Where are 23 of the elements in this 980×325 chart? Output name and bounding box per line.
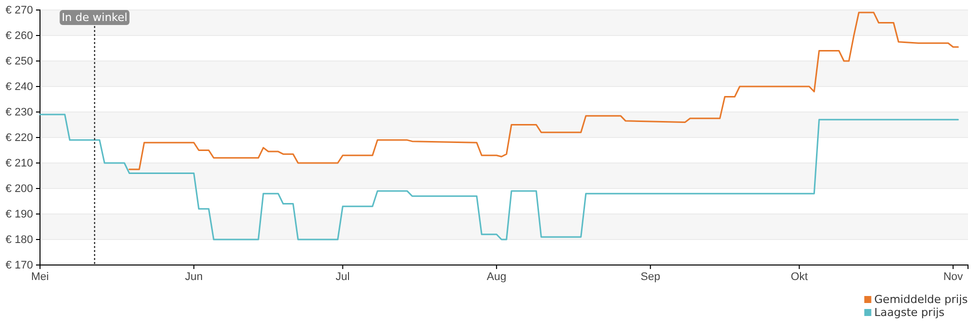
x-tick-label: Nov bbox=[943, 270, 964, 283]
y-tick-label: € 240 bbox=[5, 81, 33, 94]
x-tick-label: Mei bbox=[31, 270, 49, 283]
y-tick-label: € 180 bbox=[5, 234, 33, 246]
x-tick-label: Aug bbox=[486, 270, 506, 283]
line-series bbox=[128, 12, 959, 170]
line-series bbox=[39, 114, 959, 240]
x-tick-label: Okt bbox=[790, 270, 808, 283]
y-tick-label: € 170 bbox=[5, 260, 33, 272]
x-tick-label: Jun bbox=[184, 270, 203, 283]
y-tick-label: € 200 bbox=[5, 183, 33, 196]
y-tick-label: € 260 bbox=[5, 30, 33, 42]
legend-label: Laagste prijs bbox=[874, 306, 945, 319]
x-tick-label: Sep bbox=[640, 270, 660, 283]
y-tick-label: € 270 bbox=[5, 4, 33, 17]
y-tick-label: € 250 bbox=[5, 56, 33, 68]
ref-line-label: In de winkel bbox=[62, 11, 128, 24]
x-tick-label: Jul bbox=[336, 270, 350, 283]
y-tick-label: € 190 bbox=[5, 208, 33, 221]
y-tick-label: € 220 bbox=[5, 132, 33, 144]
legend-label: Gemiddelde prijs bbox=[874, 293, 968, 306]
y-tick-label: € 210 bbox=[5, 158, 33, 170]
y-tick-label: € 230 bbox=[5, 106, 33, 119]
